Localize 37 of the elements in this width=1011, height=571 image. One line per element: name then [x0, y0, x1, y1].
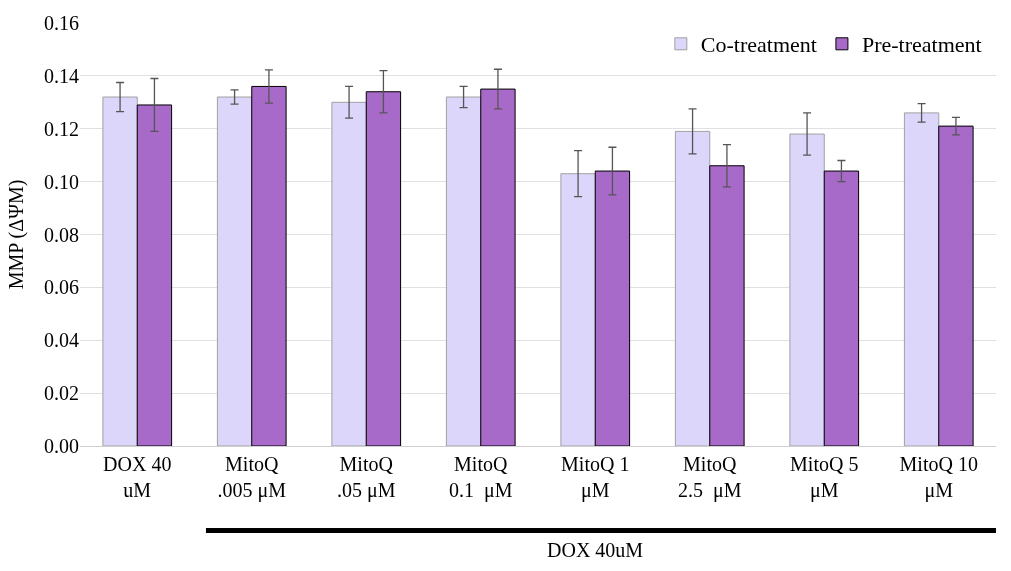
x-tick-label: MitoQ .05 μM — [336, 453, 396, 502]
bar — [216, 96, 253, 446]
bar — [674, 130, 711, 446]
bar — [594, 170, 631, 446]
bar — [136, 104, 173, 446]
y-tick-label: 0.06 — [44, 276, 79, 299]
x-tick-label: MitoQ 0.1 μM — [448, 453, 513, 502]
y-tick-label: 0.16 — [44, 12, 79, 34]
y-tick-label: 0.02 — [44, 382, 79, 405]
y-tick-label: 0.00 — [44, 435, 79, 457]
x-tick-label: MitoQ 10 μM — [899, 453, 978, 502]
bar — [480, 88, 516, 446]
bar — [789, 133, 825, 446]
bar — [823, 170, 860, 446]
legend-label: Pre-treatment — [861, 32, 982, 58]
bar — [445, 96, 482, 446]
y-axis-title: MMP (ΔΨM) — [4, 179, 28, 290]
bar — [331, 101, 367, 446]
bar — [903, 112, 940, 446]
bar — [102, 96, 138, 446]
y-tick-label: 0.12 — [44, 117, 79, 140]
text: DOX 40uM — [547, 539, 644, 561]
y-tick-label: 0.08 — [44, 223, 79, 246]
bar — [365, 91, 402, 446]
x-tick-label: MitoQ 2.5 μM — [677, 453, 742, 502]
y-tick-label: 0.04 — [44, 329, 79, 352]
legend-label: Co-treatment — [700, 32, 817, 58]
y-tick-label: 0.10 — [44, 170, 79, 193]
x-tick-label: MitoQ 1 μM — [561, 453, 630, 502]
bar — [709, 165, 745, 446]
bar — [938, 125, 974, 446]
y-tick-label: 0.14 — [44, 64, 79, 87]
bar — [560, 173, 596, 446]
x-tick-label: DOX 40 uM — [103, 453, 172, 501]
bar — [251, 85, 287, 446]
x-tick-label: MitoQ 5 μM — [790, 453, 859, 502]
x-tick-label: MitoQ .005 μM — [217, 453, 287, 502]
